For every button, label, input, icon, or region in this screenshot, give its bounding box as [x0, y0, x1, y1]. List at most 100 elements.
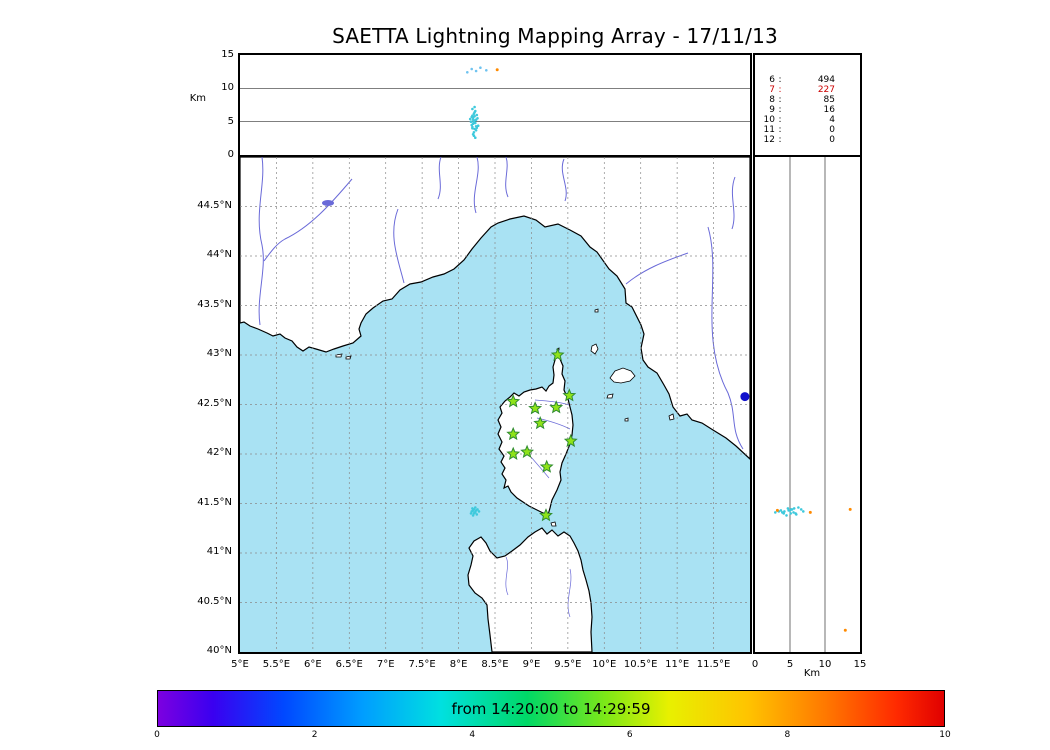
- stat-value: 0: [829, 135, 835, 145]
- lon-tick-label: 7.5°E: [408, 659, 436, 670]
- vhf-sources-late-point: [848, 507, 852, 511]
- vhf-sources-storm-point: [472, 121, 476, 124]
- lma-station-star: [562, 388, 577, 402]
- vhf-sources-storm-point: [799, 508, 803, 511]
- top-altitude-tick-label: 15: [221, 49, 234, 60]
- stat-key: 12: [763, 135, 775, 145]
- top-panel-ylabel: Km: [189, 93, 206, 104]
- stat-value: 0: [829, 125, 835, 135]
- top-panel-points-layer: [466, 66, 499, 139]
- vhf-sources-late-point: [775, 508, 779, 512]
- colorbar-tick-label: 8: [784, 730, 791, 740]
- river-apennine: [561, 158, 567, 202]
- vhf-sources-storm-point: [471, 118, 475, 121]
- altitude-latitude-panel: [753, 155, 862, 654]
- lat-tick-label: 41°N: [206, 546, 232, 557]
- stat-key: 6: [769, 75, 775, 85]
- figure-title: SAETTA Lightning Mapping Array - 17/11/1…: [332, 24, 778, 48]
- lat-tick-label: 42°N: [206, 447, 232, 458]
- lat-tick-label: 44.5°N: [197, 199, 232, 211]
- stat-separator: :: [778, 125, 782, 135]
- vhf-sources-storm-point: [471, 127, 474, 130]
- vhf-sources-high-point: [485, 69, 488, 72]
- giglio-island: [668, 413, 675, 421]
- stat-key: 7: [769, 85, 775, 95]
- lat-tick-label: 42.5°N: [197, 397, 232, 409]
- colorbar-tick-label: 4: [469, 730, 476, 740]
- plan-view-map-panel: [238, 155, 752, 654]
- stat-separator: :: [778, 75, 782, 85]
- vhf-sources-storm-point: [794, 512, 797, 515]
- lma-station-star: [563, 433, 578, 448]
- stat-key: 11: [763, 125, 775, 135]
- stat-row: 12: 0: [755, 135, 860, 145]
- lat-tick-label: 40°N: [206, 645, 232, 656]
- colorbar-tick-label: 6: [626, 730, 633, 740]
- top-altitude-tick-label: 5: [227, 115, 234, 127]
- vhf-sources-storm-point: [475, 113, 479, 117]
- colorbar-tick-label: 2: [311, 730, 318, 740]
- vhf-sources-storm-point: [468, 117, 472, 121]
- right-panel-gridlines: [789, 157, 826, 652]
- vhf-sources-storm-point: [471, 509, 475, 512]
- river-top-right: [731, 176, 736, 230]
- lon-tick-label: 6.5°E: [335, 659, 363, 670]
- river-coghinas: [505, 556, 509, 596]
- vhf-sources-storm-point: [474, 119, 477, 122]
- vhf-sources-storm-point: [797, 506, 800, 509]
- river-arno: [625, 252, 689, 285]
- vhf-sources-storm-point: [476, 117, 479, 120]
- river-po-tributary-2: [473, 157, 479, 214]
- stat-row: 10: 4: [755, 115, 860, 125]
- vhf-sources-storm-point: [477, 510, 481, 513]
- river-sardinia-east: [567, 568, 572, 618]
- vhf-sources-storm-point: [476, 124, 480, 127]
- vhf-sources-storm-point: [471, 514, 475, 517]
- vhf-sources-storm-point: [469, 120, 473, 123]
- vhf-sources-storm-point: [790, 508, 793, 511]
- vhf-sources-storm-point: [782, 512, 785, 515]
- lma-station-star: [539, 459, 554, 473]
- lon-tick-label: 8.5°E: [481, 659, 509, 670]
- vhf-sources-storm-point: [802, 510, 805, 513]
- river-po-tributary-1: [437, 157, 442, 200]
- lma-station-star: [528, 401, 543, 415]
- vhf-sources-storm-point: [792, 511, 795, 514]
- vhf-sources-high-point: [466, 71, 469, 74]
- right-panel-xlabel: Km: [803, 668, 821, 679]
- vhf-sources-storm-point: [473, 111, 476, 114]
- vhf-sources-storm-point: [476, 508, 479, 511]
- vhf-sources-late-point: [843, 628, 847, 632]
- stat-separator: :: [778, 135, 782, 145]
- stat-value: 4: [829, 115, 835, 125]
- vhf-sources-storm-point: [785, 514, 788, 517]
- altitude-longitude-panel: [238, 53, 752, 157]
- vhf-sources-storm-point: [469, 512, 473, 515]
- time-range-label: from 14:20:00 to 14:29:59: [451, 699, 651, 718]
- stats-rows: 6: 494 7: 227 8: 85 9: 16 10: 4 11: 0 12: 0: [755, 75, 860, 145]
- right-altitude-tick-label: 5: [786, 659, 794, 670]
- vhf-sources-storm-point: [474, 136, 477, 139]
- top-altitude-tick-label: 0: [227, 149, 234, 160]
- stat-key: 10: [763, 115, 775, 125]
- altitude-longitude-canvas: [240, 66, 750, 139]
- lon-tick-label: 9°E: [522, 659, 541, 670]
- vhf-sources-storm-point: [474, 511, 477, 514]
- top-altitude-tick-label: 10: [221, 82, 234, 94]
- stat-row: 9: 16: [755, 105, 860, 115]
- vhf-sources-storm-point: [774, 511, 777, 514]
- vhf-sources-storm-point: [792, 507, 796, 510]
- stat-separator: :: [778, 115, 782, 125]
- lma-station-star: [520, 444, 535, 458]
- stat-row: 7: 227: [755, 85, 860, 95]
- top-panel-gridlines: [240, 87, 750, 123]
- vhf-sources-storm-point: [474, 506, 477, 509]
- mainland-france-italy-coast: [240, 157, 750, 460]
- river-po-tributary-3: [505, 157, 509, 198]
- right-altitude-tick-label: 0: [751, 659, 759, 670]
- stat-separator: :: [778, 95, 782, 105]
- vhf-sources-storm-point: [475, 513, 479, 516]
- stat-key: 9: [769, 105, 775, 115]
- stat-key: 8: [769, 95, 775, 105]
